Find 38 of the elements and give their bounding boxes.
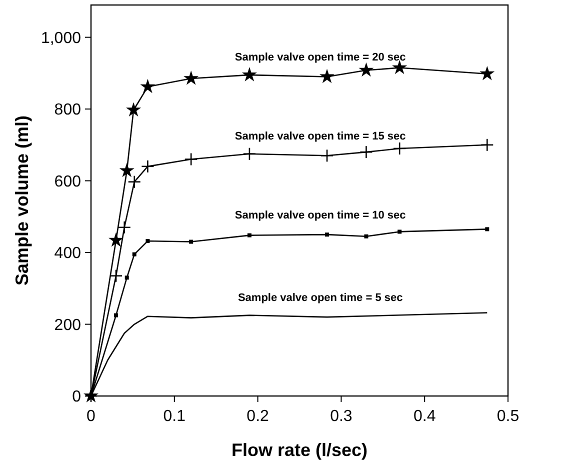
point (140, 78, 156, 94)
point (126, 102, 142, 116)
point (320, 68, 335, 84)
point (108, 232, 124, 247)
annotation: Sample valve open time = 20 sec (234, 52, 406, 64)
point (146, 239, 150, 244)
point (114, 313, 118, 318)
x-tick-label: 0.4 (413, 408, 436, 425)
point (480, 66, 495, 80)
annotation: Sample valve open time = 10 sec (234, 210, 406, 222)
x-tick-label: 0.3 (330, 408, 352, 425)
point (392, 60, 408, 74)
y-tick-label: 200 (54, 316, 82, 334)
point (124, 276, 129, 280)
point (184, 70, 199, 85)
point (189, 240, 194, 244)
annotation: Sample valve open time = 15 sec (234, 130, 406, 143)
x-axis-title: Flow rate (l/sec) (231, 440, 368, 460)
x-tick-label: 0.2 (246, 408, 270, 425)
point (364, 234, 368, 238)
y-tick-label: 600 (54, 173, 82, 190)
point (398, 230, 402, 234)
point (358, 62, 374, 77)
y-tick-label: 800 (54, 102, 82, 119)
x-tick-label: 0.1 (163, 408, 186, 425)
point (325, 232, 330, 237)
point (119, 162, 134, 178)
y-tick-label: 400 (54, 245, 82, 262)
y-axis-title: Sample volume (ml) (12, 115, 32, 286)
x-tick-label: 0 (86, 408, 96, 425)
y-tick-label: 0 (72, 388, 82, 406)
point (247, 233, 252, 238)
point (132, 252, 136, 256)
y-tick-label: 1,000 (40, 30, 82, 47)
annotation: Sample valve open time = 5 sec (238, 292, 403, 304)
point (485, 227, 490, 232)
x-tick-label: 0.5 (496, 408, 520, 425)
point (242, 67, 257, 82)
